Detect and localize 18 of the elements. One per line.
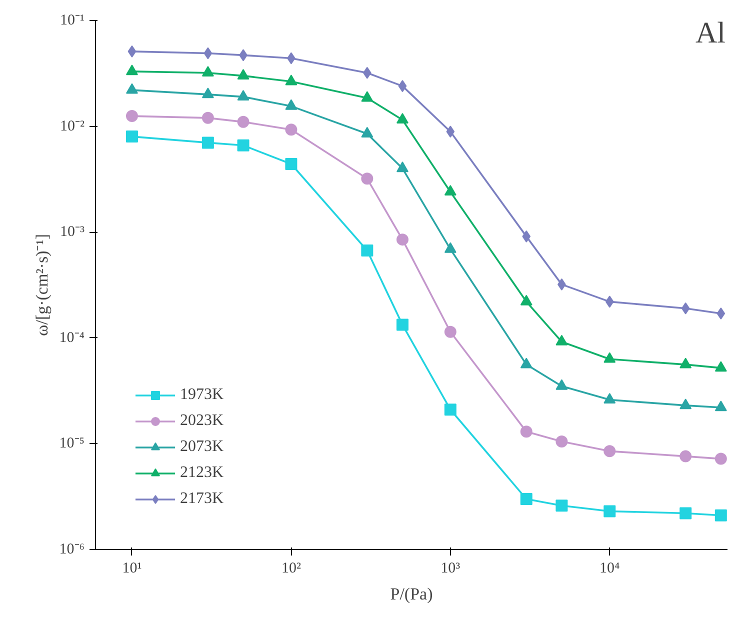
x-tick-label: 10² (281, 560, 302, 576)
legend-label: 2023K (180, 412, 224, 430)
legend-label: 1973K (180, 386, 224, 404)
x-tick-label: 10¹ (122, 560, 142, 576)
y-axis-title: ω/[g·(cm²·s)⁻¹] (32, 234, 52, 336)
x-axis-title: P/(Pa) (390, 584, 433, 604)
legend-label: 2173K (180, 490, 224, 508)
legend-label: 2123K (180, 464, 224, 482)
x-tick-label: 10³ (440, 560, 461, 576)
annotation: Al (696, 16, 726, 50)
y-tick-label: 10⁻³ (60, 224, 86, 240)
legend-label: 2073K (180, 438, 224, 456)
y-tick-label: 10⁻¹ (60, 12, 85, 28)
y-tick-label: 10⁻² (60, 118, 86, 134)
y-tick-label: 10⁻⁶ (59, 542, 85, 558)
y-tick-label: 10⁻⁵ (59, 436, 85, 452)
x-tick-label: 10⁴ (600, 560, 620, 576)
y-tick-label: 10⁻⁴ (59, 330, 85, 346)
